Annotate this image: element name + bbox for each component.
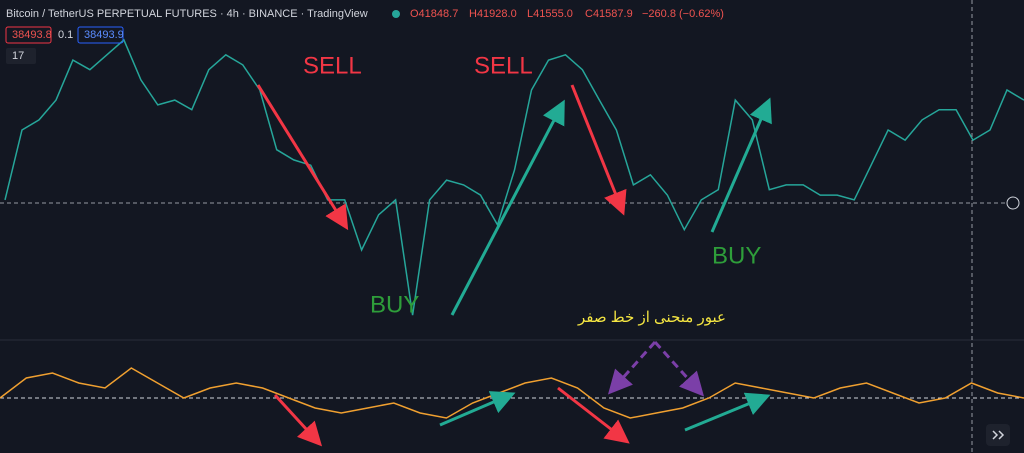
sell-label: SELL bbox=[303, 52, 362, 79]
arrow bbox=[256, 84, 349, 231]
buy-label: BUY bbox=[370, 291, 419, 318]
arrow bbox=[710, 97, 772, 233]
bid: 38493.8 bbox=[12, 29, 52, 41]
count-box[interactable] bbox=[6, 48, 36, 64]
open: O41848.7 bbox=[410, 8, 458, 20]
status-dot bbox=[392, 10, 400, 18]
add-button[interactable] bbox=[1006, 196, 1020, 210]
arrow bbox=[570, 84, 627, 216]
arrow bbox=[607, 340, 657, 395]
ask-box[interactable] bbox=[77, 26, 124, 44]
close: C41587.9 bbox=[585, 8, 633, 20]
buy-label: BUY bbox=[712, 242, 761, 269]
series-line bbox=[0, 367, 1024, 419]
arrow bbox=[439, 391, 516, 427]
count: 17 bbox=[12, 50, 24, 62]
zero-cross-note: عبور منحنی از خط صفر bbox=[577, 309, 726, 326]
series-line bbox=[4, 38, 1024, 316]
spread: 0.1 bbox=[58, 29, 73, 41]
change: −260.8 (−0.62%) bbox=[642, 8, 724, 20]
ask: 38493.9 bbox=[84, 29, 124, 41]
arrow bbox=[653, 340, 705, 397]
arrow bbox=[450, 99, 565, 316]
bid-box[interactable] bbox=[5, 26, 52, 44]
low: L41555.0 bbox=[527, 8, 573, 20]
sell-label: SELL bbox=[474, 52, 533, 79]
arrow bbox=[273, 393, 323, 447]
high: H41928.0 bbox=[469, 8, 517, 20]
scroll-icon bbox=[992, 430, 1005, 440]
symbol: Bitcoin / TetherUS PERPETUAL FUTURES · 4… bbox=[6, 8, 368, 20]
arrow bbox=[557, 386, 630, 444]
arrow bbox=[684, 392, 771, 432]
